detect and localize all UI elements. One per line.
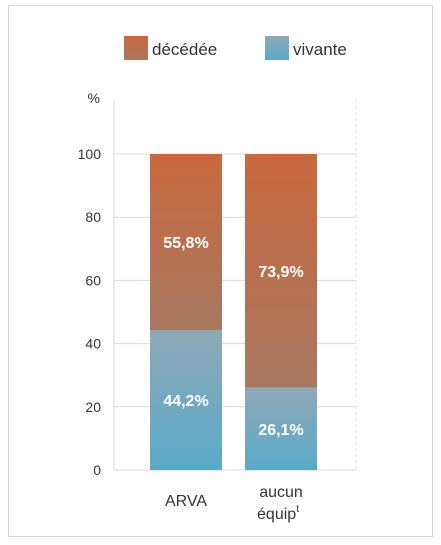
data-labels: 44,2% 55,8% 26,1% 73,9% [163, 235, 303, 439]
y-tick-label-100: 100 [78, 146, 102, 162]
bar-vivante-arva [150, 330, 222, 470]
x-axis: ARVA aucun équipt [165, 484, 303, 523]
legend-label-vivante: vivante [293, 40, 347, 59]
y-tick-label-0: 0 [93, 462, 101, 478]
bar-vivante-aucun-equip [245, 387, 317, 470]
bar-decedee-arva [150, 154, 222, 331]
legend-swatch-decedee [124, 36, 148, 60]
y-axis-unit: % [88, 90, 100, 106]
y-tick-label-60: 60 [85, 272, 101, 288]
data-label-vivante-aucun-equip: 26,1% [258, 422, 303, 439]
data-label-vivante-arva: 44,2% [163, 393, 208, 410]
category-label-arva: ARVA [165, 493, 207, 510]
y-tick-label-20: 20 [85, 399, 101, 415]
bar-decedee-aucun-equip [245, 154, 317, 388]
legend-label-decedee: décédée [152, 40, 217, 59]
y-tick-label-40: 40 [85, 336, 101, 352]
data-label-decedee-arva: 55,8% [163, 235, 208, 252]
category-label-aucun-equip: aucun équipt [257, 484, 303, 523]
y-tick-label-80: 80 [85, 209, 101, 225]
bars [150, 154, 317, 470]
legend-swatch-vivante [265, 36, 289, 60]
legend: décédée vivante [124, 36, 347, 60]
data-label-decedee-aucun-equip: 73,9% [258, 264, 303, 281]
